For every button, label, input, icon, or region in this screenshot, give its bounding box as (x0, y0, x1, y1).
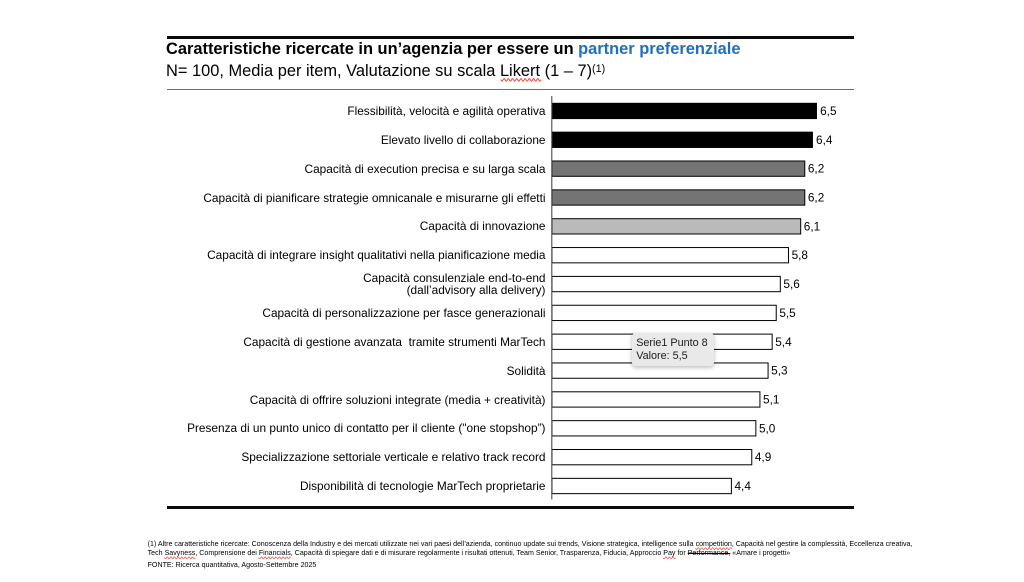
svg-text:6,4: 6,4 (816, 133, 833, 147)
svg-text:6,2: 6,2 (808, 191, 824, 205)
svg-text:6,1: 6,1 (804, 219, 820, 233)
svg-text:6,5: 6,5 (820, 104, 837, 118)
svg-text:5,5: 5,5 (779, 306, 796, 320)
svg-text:5,8: 5,8 (792, 248, 809, 262)
svg-text:5,6: 5,6 (783, 277, 800, 291)
svg-text:6,2: 6,2 (808, 162, 824, 176)
svg-text:4,9: 4,9 (755, 450, 771, 464)
svg-text:4,4: 4,4 (734, 479, 751, 493)
svg-text:5,1: 5,1 (763, 392, 779, 406)
svg-text:5,0: 5,0 (759, 421, 776, 435)
svg-text:5,3: 5,3 (771, 364, 788, 378)
svg-text:5,4: 5,4 (775, 335, 792, 349)
